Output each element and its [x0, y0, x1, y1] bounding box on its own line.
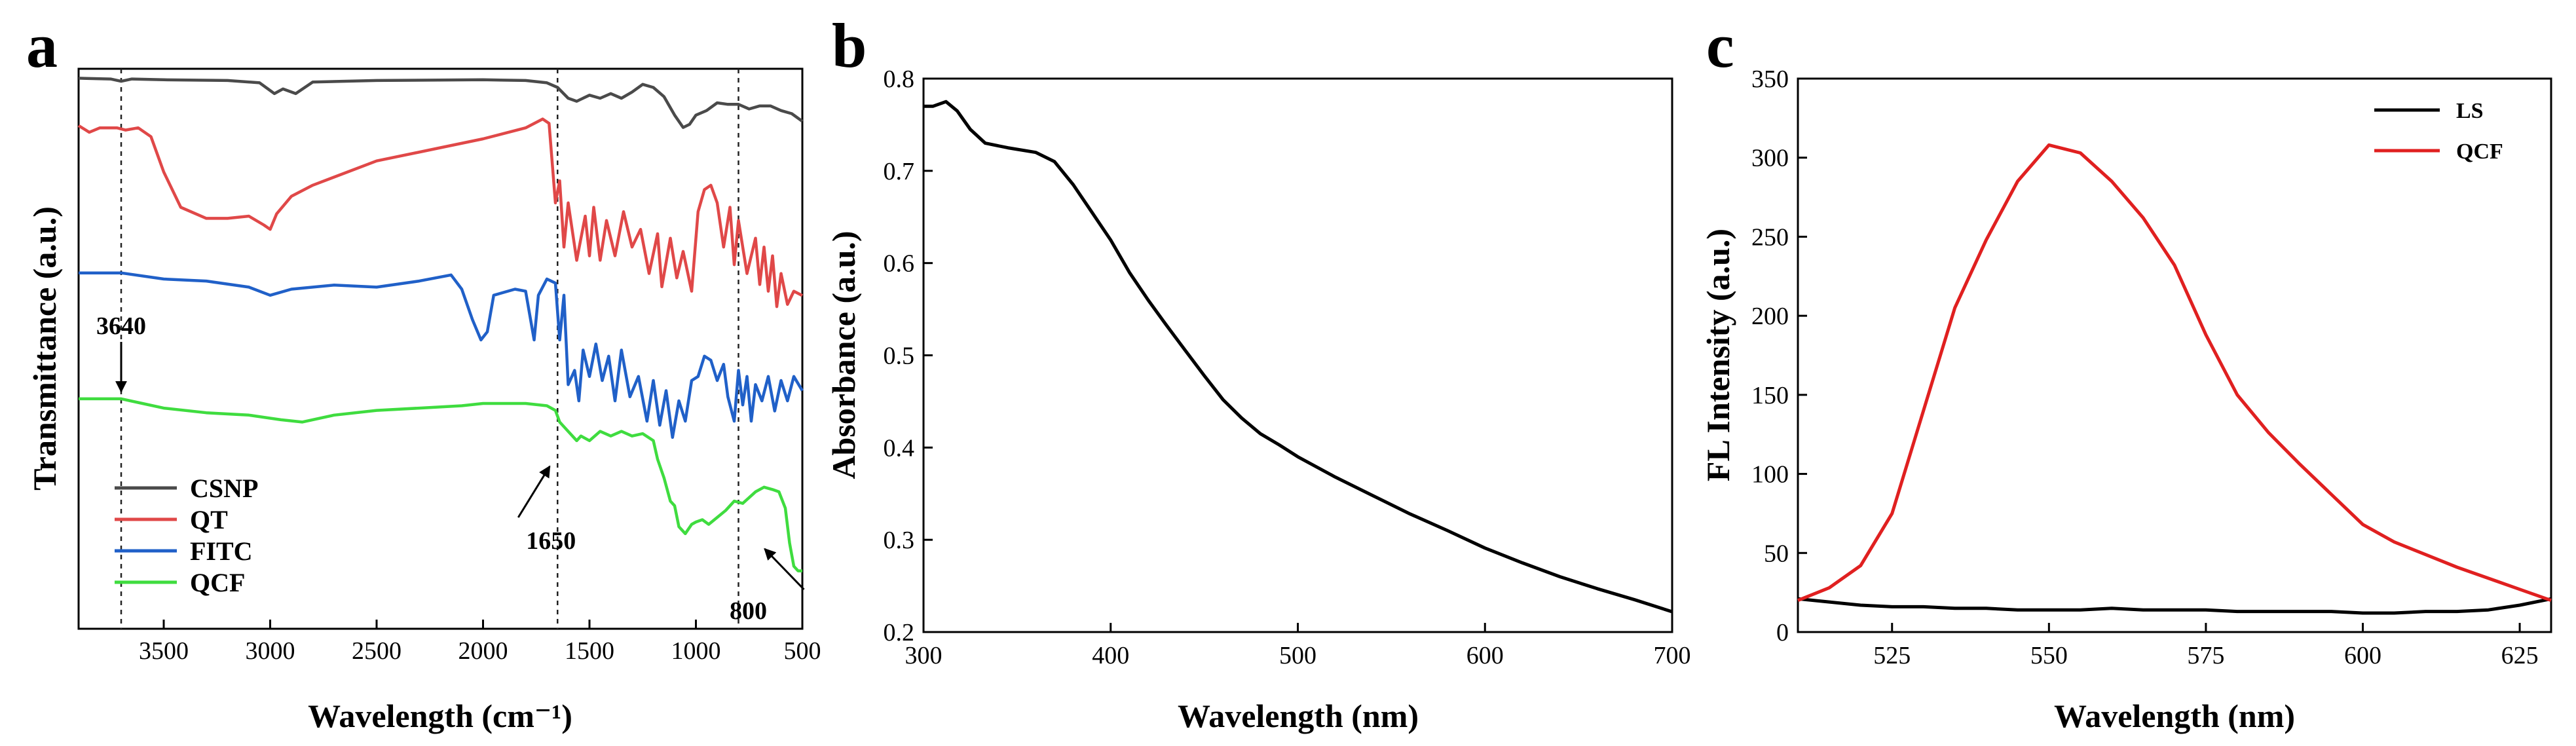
- panel-a-annotation-800-arrow: [764, 548, 805, 591]
- panel-letter-c: c: [1706, 10, 1734, 81]
- panel-c-y-tick-label: 150: [1751, 382, 1789, 409]
- panel-c-series: [1797, 143, 2552, 615]
- panel-a-series-qcf: [79, 397, 802, 572]
- panel-b-x-tick-label: 400: [1092, 642, 1129, 669]
- panel-a-legend-label-qt: QT: [190, 505, 228, 534]
- panel-c-y-tick-label: 100: [1751, 461, 1789, 489]
- panel-a-x-tick-label: 3500: [139, 637, 189, 665]
- panel-c-x-tick-label: 600: [2344, 642, 2381, 669]
- panel-b-y-tick-label: 0.6: [884, 250, 915, 278]
- panel-c-plot-frame: [1797, 77, 2552, 633]
- panel-b-x-tick-label: 500: [1279, 642, 1316, 669]
- panel-letter-b: b: [832, 10, 867, 81]
- panel-c-y-tick-label: 0: [1776, 619, 1789, 646]
- panel-c-y-tick-label: 200: [1751, 303, 1789, 330]
- panel-c-chart: 525 550 575 600 625 0 50 100 150 200 250 300 350 LS Q…: [1700, 65, 2552, 734]
- panel-c-x-tick-label: 625: [2501, 642, 2539, 669]
- panel-b-ticks: 300 400 500 600 700 0.2 0.3 0.4 0.5 0.6 0.7 0.8: [884, 65, 1691, 669]
- panel-a-chart: 3500 3000 2500 2000 1500 1000 500 CSNPQTFITCQC…: [26, 67, 821, 734]
- panel-a-annotation-1650: 1650: [526, 527, 576, 555]
- panel-letter-a: a: [26, 10, 58, 81]
- panel-a-xlabel: Wavelength (cm⁻¹): [308, 698, 572, 734]
- panel-a-annotations: 3640 1650 800: [96, 312, 805, 625]
- panel-a-x-ticks: 3500 3000 2500 2000 1500 1000 500: [139, 620, 821, 665]
- panel-b-series: [924, 100, 1673, 614]
- panel-b-x-tick-label: 700: [1654, 642, 1691, 669]
- panel-a-legend-label-qcf: QCF: [190, 568, 245, 597]
- panel-a-series-qt: [77, 117, 804, 308]
- panel-c-series-ls: [1797, 597, 2552, 615]
- panel-a-series: [77, 77, 804, 572]
- panel-a-x-tick-label: 2500: [352, 637, 401, 665]
- panel-a-legend-label-fitc: FITC: [190, 536, 253, 566]
- panel-a-plot-frame: [77, 67, 804, 630]
- panel-b-y-tick-label: 0.2: [884, 619, 915, 646]
- panel-a-series-fitc: [79, 271, 804, 439]
- panel-b-ylabel: Absorbance (a.u.): [825, 231, 862, 479]
- panel-a-legend-label-csnp: CSNP: [190, 474, 258, 503]
- panel-b-xlabel: Wavelength (nm): [1178, 698, 1419, 734]
- panel-a-x-tick-label: 1500: [565, 637, 614, 665]
- panel-c-y-tick-label: 50: [1764, 540, 1789, 567]
- panel-b-absorbance-line: [924, 100, 1673, 614]
- panel-a-ylabel: Transmittance (a.u.): [26, 206, 63, 491]
- panel-c-xlabel: Wavelength (nm): [2054, 698, 2295, 734]
- panel-a-annotation-3640: 3640: [96, 312, 146, 340]
- panel-a-x-tick-label: 3000: [246, 637, 295, 665]
- panel-c-series-qcf: [1797, 143, 2552, 603]
- panel-c-legend: LS QCF: [2374, 99, 2503, 164]
- panel-b-x-tick-label: 600: [1466, 642, 1504, 669]
- panel-a-x-tick-label: 1000: [671, 637, 721, 665]
- panel-c-ticks: 525 550 575 600 625 0 50 100 150 200 250 300 350: [1751, 65, 2539, 669]
- panel-a-guides: [120, 69, 739, 629]
- panel-c-y-tick-label: 250: [1751, 223, 1789, 251]
- panel-b-y-tick-label: 0.7: [884, 158, 915, 185]
- panel-a-annotation-800: 800: [730, 597, 767, 625]
- panel-a-x-tick-label: 2000: [458, 637, 508, 665]
- panel-b-y-tick-label: 0.8: [884, 65, 915, 93]
- panel-c-legend-label-ls: LS: [2456, 99, 2484, 123]
- panel-b-chart: 300 400 500 600 700 0.2 0.3 0.4 0.5 0.6 0.7 0.8 Wav…: [825, 65, 1691, 734]
- panel-c-y-tick-label: 300: [1751, 145, 1789, 172]
- panel-c-ylabel: FL Intensity (a.u.): [1700, 229, 1736, 481]
- panel-c-legend-label-qcf: QCF: [2456, 140, 2503, 164]
- panel-a-series-csnp: [78, 77, 804, 129]
- panel-b-y-tick-label: 0.3: [884, 527, 915, 554]
- panel-a-x-tick-label: 500: [784, 637, 821, 665]
- panel-c-x-tick-label: 525: [1873, 642, 1911, 669]
- panel-a-annotation-1650-arrow: [517, 465, 551, 518]
- panel-b-plot-frame: [922, 77, 1673, 633]
- panel-b-y-tick-label: 0.4: [884, 434, 915, 462]
- panel-c-x-tick-label: 550: [2030, 642, 2068, 669]
- panel-c-y-tick-label: 350: [1751, 65, 1789, 93]
- panel-c-x-tick-label: 575: [2187, 642, 2224, 669]
- panel-b-x-tick-label: 300: [905, 642, 943, 669]
- panel-b-y-tick-label: 0.5: [884, 343, 915, 370]
